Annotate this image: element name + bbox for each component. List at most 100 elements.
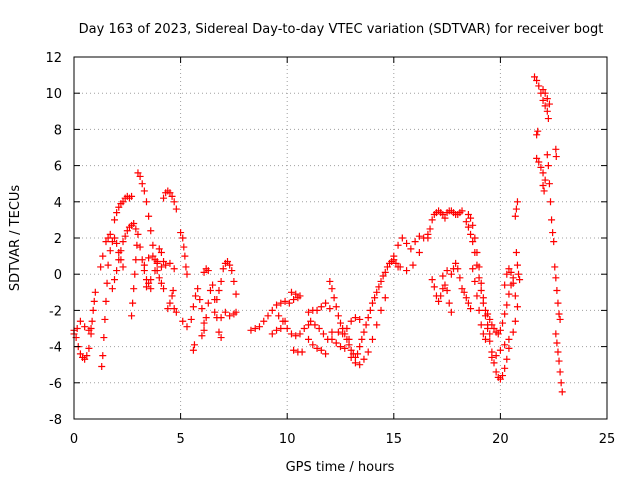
data-point (469, 221, 477, 229)
data-point (285, 299, 293, 307)
data-point (381, 268, 389, 276)
data-point (287, 330, 295, 338)
data-point (108, 238, 116, 246)
data-point (356, 315, 364, 323)
data-point (505, 290, 513, 298)
data-point (366, 306, 374, 314)
data-point (279, 317, 287, 325)
data-point (515, 270, 523, 278)
data-point (260, 317, 268, 325)
data-point (290, 346, 298, 354)
data-point (471, 234, 479, 242)
data-point (183, 270, 191, 278)
data-point (552, 330, 560, 338)
data-point (473, 248, 481, 256)
x-tick-label: 15 (386, 432, 403, 447)
data-point (458, 285, 466, 293)
data-point (492, 368, 500, 376)
data-point (160, 285, 168, 293)
data-point (547, 198, 555, 206)
data-point (226, 312, 234, 320)
data-point (200, 319, 208, 327)
data-point (486, 337, 494, 345)
data-point (496, 326, 504, 334)
data-point (513, 198, 521, 206)
data-point (189, 303, 197, 311)
data-point (147, 227, 155, 235)
data-point (403, 239, 411, 247)
x-tick-label: 10 (279, 432, 296, 447)
data-point (347, 317, 355, 325)
data-point (73, 325, 81, 332)
data-point (390, 252, 398, 260)
data-point (202, 314, 210, 322)
data-point (415, 232, 423, 240)
data-point (539, 96, 547, 104)
data-point (183, 323, 191, 331)
data-point (268, 306, 276, 314)
data-point (358, 335, 366, 343)
data-point (99, 352, 107, 360)
data-point (153, 259, 161, 267)
data-point (106, 247, 114, 255)
data-point (490, 325, 498, 332)
data-point (140, 187, 148, 195)
data-point (334, 328, 342, 336)
data-point (101, 315, 109, 323)
data-point (224, 258, 232, 266)
data-point (511, 292, 519, 300)
data-point (343, 325, 351, 332)
data-point (513, 261, 521, 269)
data-point (292, 332, 300, 340)
data-point (160, 258, 168, 266)
data-point (541, 89, 549, 97)
data-point (328, 285, 336, 293)
data-point (166, 259, 174, 267)
data-point (373, 321, 381, 329)
data-point (115, 203, 123, 211)
data-point (215, 328, 223, 336)
data-point (142, 198, 150, 206)
data-point (311, 321, 319, 329)
data-point (505, 265, 513, 273)
data-point (499, 372, 507, 380)
data-point (164, 305, 172, 313)
data-point (76, 317, 84, 325)
data-point (513, 303, 521, 311)
data-point (396, 263, 404, 271)
data-point (226, 261, 234, 269)
data-point (206, 286, 214, 294)
data-point (456, 274, 464, 282)
data-point (375, 283, 383, 291)
plot-frame (73, 56, 608, 420)
data-point (132, 256, 140, 264)
data-point (503, 301, 511, 309)
data-point (501, 341, 509, 349)
data-point (360, 355, 368, 363)
data-point (230, 277, 238, 285)
data-point (467, 214, 475, 222)
axis-ticks (73, 56, 608, 420)
data-point (364, 314, 372, 322)
data-point (313, 344, 321, 352)
data-point (426, 225, 434, 233)
data-point (172, 205, 180, 213)
data-point (147, 276, 155, 284)
data-point (138, 180, 146, 188)
data-point (134, 230, 142, 238)
data-point (481, 306, 489, 314)
data-point (149, 252, 157, 260)
y-axis-label: SDTVAR / TECUs (8, 185, 23, 292)
data-point (160, 194, 168, 202)
data-point (251, 325, 259, 332)
data-point (428, 216, 436, 224)
data-point (445, 299, 453, 307)
data-point (111, 276, 119, 284)
data-point (134, 169, 142, 177)
data-point (217, 334, 225, 342)
y-tick-label: 2 (54, 232, 62, 247)
data-point (273, 326, 281, 334)
data-point (268, 330, 276, 338)
data-point (356, 361, 364, 369)
